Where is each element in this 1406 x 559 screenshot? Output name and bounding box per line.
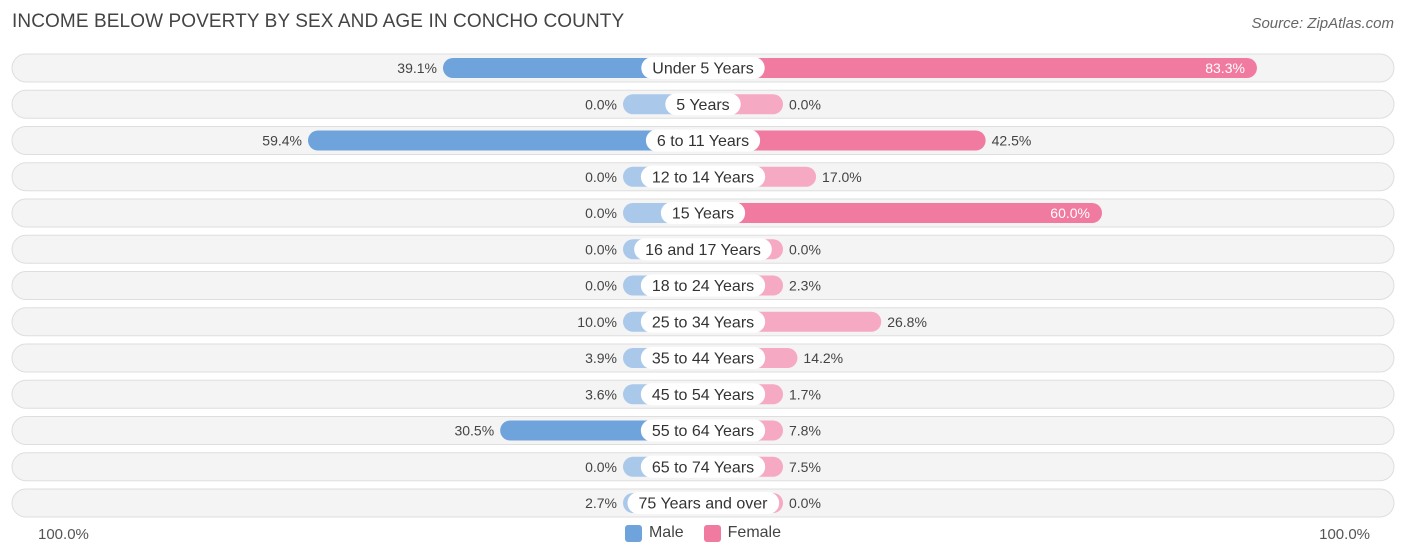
category-label: 16 and 17 Years [645, 242, 761, 259]
category-label: 25 to 34 Years [652, 314, 754, 331]
female-value-label: 42.5% [992, 133, 1032, 149]
female-value-label: 83.3% [1205, 60, 1245, 76]
poverty-chart: Under 5 Years 39.1% 83.3% 5 Years 0.0% 0.0% 6 … [11, 53, 1395, 518]
female-value-label: 0.0% [789, 495, 821, 511]
legend-item-male[interactable]: Male [624, 524, 684, 542]
category-label: 45 to 54 Years [652, 387, 754, 404]
category-label: Under 5 Years [652, 61, 753, 78]
female-value-label: 17.0% [822, 169, 862, 185]
male-value-label: 30.5% [454, 423, 494, 439]
male-bar [307, 130, 703, 151]
category-label-pill [640, 274, 766, 297]
female-value-label: 0.0% [789, 241, 821, 257]
source-note: Source: ZipAtlas.com [1251, 15, 1394, 32]
category-label-pill [640, 455, 766, 478]
female-value-label: 7.5% [789, 459, 821, 475]
legend-label-male: Male [648, 524, 684, 541]
category-label-pill [641, 57, 765, 79]
category-label-pill [640, 383, 766, 406]
category-label: 75 Years and over [639, 496, 769, 513]
male-value-label: 0.0% [585, 278, 617, 294]
category-label: 18 to 24 Years [652, 278, 754, 295]
category-label-pill [640, 419, 766, 442]
legend-swatch-female [703, 524, 721, 542]
category-label: 55 to 64 Years [652, 423, 754, 440]
category-label-pill [634, 238, 772, 261]
female-value-label: 1.7% [789, 386, 821, 402]
category-label: 15 Years [672, 206, 734, 223]
category-label: 65 to 74 Years [652, 459, 754, 476]
male-value-label: 0.0% [585, 459, 617, 475]
category-label: 5 Years [676, 97, 729, 114]
legend-label-female: Female [727, 524, 782, 541]
female-bar [703, 130, 986, 151]
male-value-label: 0.0% [585, 169, 617, 185]
male-value-label: 59.4% [262, 133, 302, 149]
axis-left-label: 100.0% [38, 526, 89, 543]
category-label-pill [645, 129, 761, 152]
female-value-label: 7.8% [789, 423, 821, 439]
category-label-pill [640, 310, 766, 333]
female-value-label: 14.2% [803, 350, 843, 366]
category-label: 6 to 11 Years [657, 133, 749, 150]
category-label-pill [627, 492, 780, 514]
category-label-pill [640, 347, 766, 369]
female-value-label: 2.3% [789, 278, 821, 294]
female-value-label: 60.0% [1050, 205, 1090, 221]
male-value-label: 0.0% [585, 241, 617, 257]
axis-right-label: 100.0% [1319, 526, 1370, 543]
male-value-label: 3.9% [585, 350, 617, 366]
female-bar [703, 203, 1102, 223]
male-value-label: 2.7% [585, 495, 617, 511]
category-label-pill [665, 93, 741, 116]
legend-swatch-male [624, 524, 642, 542]
category-label: 35 to 44 Years [652, 351, 754, 368]
male-value-label: 10.0% [577, 314, 617, 330]
male-value-label: 3.6% [585, 386, 617, 402]
category-label-pill [640, 165, 766, 188]
category-label-pill [660, 202, 746, 224]
female-value-label: 26.8% [887, 314, 927, 330]
male-value-label: 0.0% [585, 96, 617, 112]
male-value-label: 0.0% [585, 205, 617, 221]
legend-item-female[interactable]: Female [703, 524, 782, 542]
legend: Male Female [0, 524, 1406, 542]
female-value-label: 0.0% [789, 96, 821, 112]
chart-title: INCOME BELOW POVERTY BY SEX AND AGE IN C… [12, 11, 625, 32]
female-bar [703, 58, 1257, 78]
male-value-label: 39.1% [397, 60, 437, 76]
male-bar [442, 58, 703, 78]
category-label: 12 to 14 Years [652, 169, 754, 186]
